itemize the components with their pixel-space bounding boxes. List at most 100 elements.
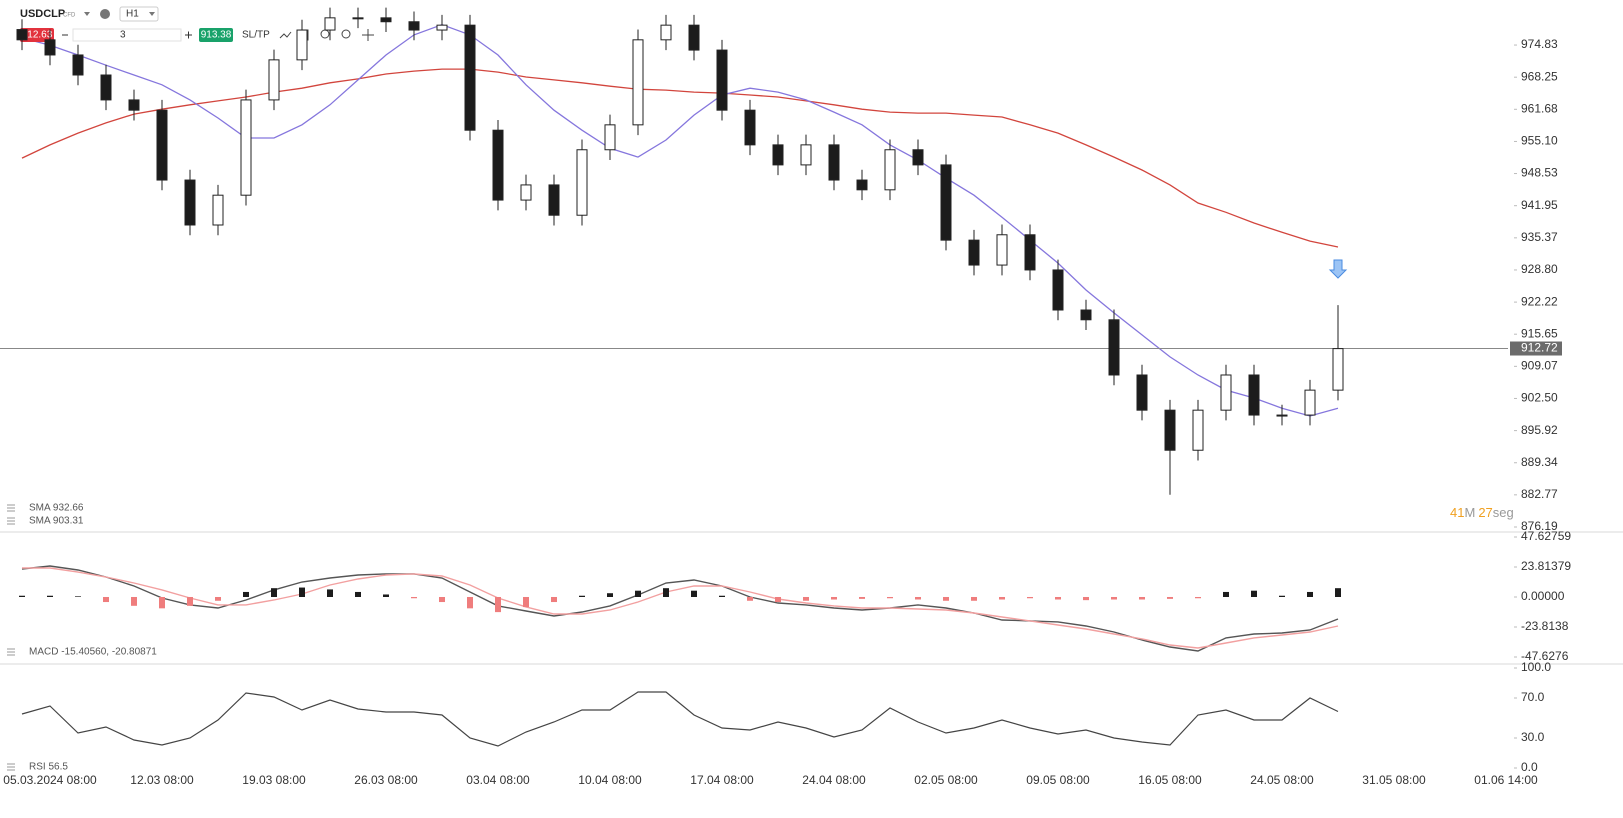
x-tick-label: 03.04 08:00 bbox=[466, 773, 530, 787]
y-tick-label: 922.22 bbox=[1521, 294, 1558, 308]
y-tick-label: 895.92 bbox=[1521, 423, 1558, 437]
candle-body bbox=[128, 99, 140, 111]
candle-body bbox=[548, 184, 560, 216]
histogram-bar bbox=[747, 596, 753, 601]
buy-price[interactable]: 913.38 bbox=[201, 30, 232, 41]
candle-body bbox=[436, 24, 448, 31]
histogram-bar bbox=[887, 596, 893, 599]
histogram-bar bbox=[159, 596, 165, 609]
histogram-bar bbox=[1083, 596, 1089, 601]
candle-body bbox=[240, 99, 252, 196]
candle-body bbox=[800, 144, 812, 166]
buy-button[interactable] bbox=[199, 28, 233, 42]
histogram-bar bbox=[803, 596, 809, 601]
dropdown-arrow[interactable] bbox=[84, 12, 90, 16]
symbol[interactable]: USDCLP bbox=[20, 8, 65, 20]
histogram-bar bbox=[1279, 595, 1285, 597]
y-tick-label: 100.0 bbox=[1521, 660, 1551, 674]
candle-body bbox=[352, 17, 364, 20]
candle-body bbox=[1080, 309, 1092, 321]
quantity-input[interactable] bbox=[72, 28, 182, 42]
candle-body bbox=[520, 184, 532, 201]
histogram-bar bbox=[243, 591, 249, 597]
candle-body bbox=[72, 54, 84, 76]
plus-button[interactable] bbox=[185, 31, 192, 39]
quantity[interactable]: 3 bbox=[120, 30, 126, 41]
candle-body bbox=[968, 239, 980, 266]
y-tick-label: 928.80 bbox=[1521, 262, 1558, 276]
x-tick-label: 09.05 08:00 bbox=[1026, 773, 1090, 787]
histogram-bar bbox=[19, 595, 25, 597]
candle-body bbox=[296, 29, 308, 61]
y-tick-label: 955.10 bbox=[1521, 134, 1558, 148]
y-tick-label: 0.00000 bbox=[1521, 589, 1565, 603]
candle-body bbox=[1024, 234, 1036, 271]
y-tick-label: 876.19 bbox=[1521, 519, 1558, 533]
histogram-bar bbox=[999, 596, 1005, 600]
crosshair[interactable] bbox=[362, 29, 374, 41]
y-tick-label: 961.68 bbox=[1521, 101, 1558, 115]
x-tick-label: 16.05 08:00 bbox=[1138, 773, 1202, 787]
legend-icon bbox=[7, 517, 15, 525]
line-tool[interactable] bbox=[279, 31, 292, 39]
dropdown-arrow[interactable] bbox=[149, 12, 155, 16]
timeframe-box[interactable] bbox=[119, 6, 159, 22]
legend-icon bbox=[7, 504, 15, 512]
last-price-tag bbox=[1510, 341, 1562, 356]
sell-price[interactable]: 912.63 bbox=[22, 30, 53, 41]
y-tick-label: 0.0 bbox=[1521, 760, 1538, 774]
candle-body bbox=[940, 164, 952, 241]
minutes-unit: M bbox=[1464, 505, 1475, 520]
legend: SMA 932.66 bbox=[29, 503, 84, 514]
candle-body bbox=[464, 24, 476, 131]
y-tick-label: 941.95 bbox=[1521, 198, 1558, 212]
histogram-bar bbox=[1111, 596, 1117, 600]
legend-icon bbox=[7, 763, 15, 771]
histogram-bar bbox=[971, 596, 977, 601]
candle-body bbox=[576, 149, 588, 216]
histogram-bar bbox=[551, 596, 557, 603]
last-price-label: 912.72 bbox=[1521, 341, 1558, 355]
y-tick-label: 882.77 bbox=[1521, 487, 1558, 501]
candle-body bbox=[772, 144, 784, 166]
y-tick-label: 948.53 bbox=[1521, 166, 1558, 180]
zoom-out[interactable] bbox=[320, 29, 330, 39]
candle-body bbox=[380, 17, 392, 23]
x-tick-label: 24.04 08:00 bbox=[802, 773, 866, 787]
candle-body bbox=[408, 21, 420, 31]
zoom-in[interactable] bbox=[341, 29, 351, 39]
x-tick-label: 31.05 08:00 bbox=[1362, 773, 1426, 787]
histogram-bar bbox=[1251, 590, 1257, 597]
sltp-button[interactable]: SL/TP bbox=[242, 30, 270, 41]
y-tick-label: 902.50 bbox=[1521, 391, 1558, 405]
candle-body bbox=[716, 49, 728, 111]
candle-body bbox=[1220, 374, 1232, 411]
y-tick-label: 30.0 bbox=[1521, 730, 1545, 744]
histogram-bar bbox=[1195, 596, 1201, 599]
histogram-bar bbox=[1139, 596, 1145, 600]
macd-line bbox=[22, 567, 1339, 649]
x-tick-label: 01.06 14:00 bbox=[1474, 773, 1538, 787]
histogram-bar bbox=[1335, 588, 1341, 597]
y-tick-label: 935.37 bbox=[1521, 230, 1558, 244]
macd-line bbox=[21, 565, 1339, 652]
seconds-unit: seg bbox=[1493, 505, 1514, 520]
histogram-bar bbox=[299, 587, 305, 597]
histogram-bar bbox=[775, 596, 781, 603]
histogram-bar bbox=[75, 596, 81, 597]
sell-button[interactable] bbox=[20, 28, 54, 42]
signal-arrow bbox=[1328, 259, 1348, 279]
candle-body bbox=[604, 124, 616, 151]
sma-line bbox=[21, 68, 1339, 248]
x-tick-label: 24.05 08:00 bbox=[1250, 773, 1314, 787]
candle-body bbox=[16, 29, 28, 41]
x-tick-label: 12.03 08:00 bbox=[130, 773, 194, 787]
x-tick-label: 02.05 08:00 bbox=[914, 773, 978, 787]
candle-body bbox=[1052, 269, 1064, 311]
timeframe[interactable]: H1 bbox=[126, 9, 139, 20]
candle-body bbox=[184, 179, 196, 226]
histogram-bar bbox=[1167, 596, 1173, 599]
info-icon[interactable] bbox=[100, 9, 110, 19]
candle-body bbox=[912, 149, 924, 166]
